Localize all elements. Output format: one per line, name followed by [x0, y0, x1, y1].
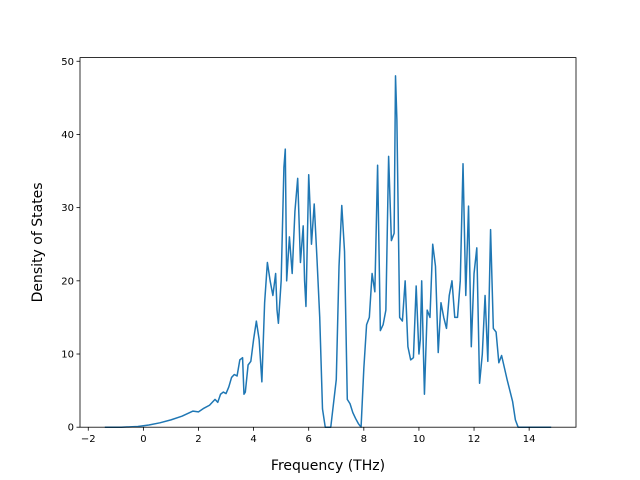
y-tick-label: 10 — [61, 350, 74, 361]
y-axis-ticks: 0 10 20 30 40 50 — [61, 57, 80, 434]
plot-area — [80, 57, 576, 428]
x-tick-label: 0 — [140, 434, 146, 445]
y-tick-label: 50 — [61, 57, 74, 68]
dos-series-line — [104, 75, 552, 428]
x-tick-label: 14 — [523, 434, 536, 445]
x-tick-label: 6 — [306, 434, 312, 445]
y-axis-label: Density of States — [30, 182, 46, 302]
x-tick-label: 8 — [361, 434, 367, 445]
x-tick-label: 10 — [413, 434, 426, 445]
y-tick-label: 40 — [61, 130, 74, 141]
x-tick-label: −2 — [81, 434, 96, 445]
x-axis-label: Frequency (THz) — [271, 458, 385, 474]
x-tick-label: 12 — [468, 434, 481, 445]
y-tick-label: 0 — [68, 423, 74, 434]
y-tick-label: 30 — [61, 203, 74, 214]
x-tick-label: 4 — [250, 434, 256, 445]
y-tick-label: 20 — [61, 276, 74, 287]
x-tick-label: 2 — [195, 434, 201, 445]
x-axis-ticks: −2 0 2 4 6 8 10 12 14 — [81, 427, 536, 445]
axes-background — [80, 57, 576, 428]
axes-frame — [79, 57, 577, 428]
